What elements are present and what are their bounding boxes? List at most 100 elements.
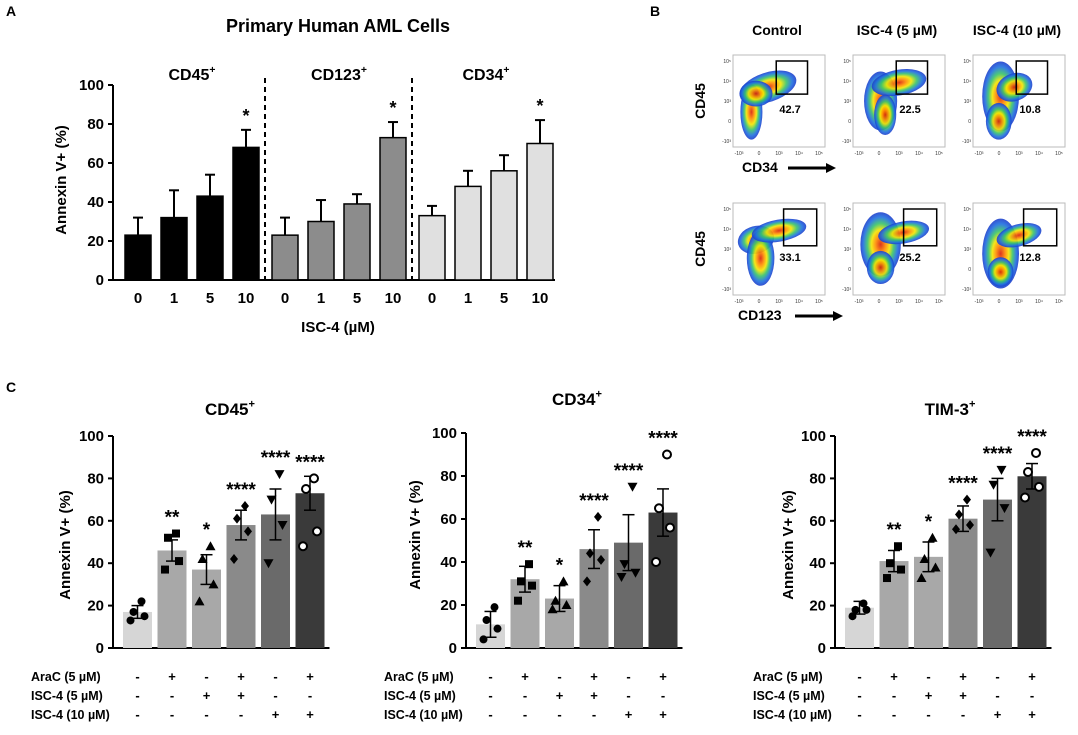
panel-c-significance: **** — [226, 480, 256, 501]
panel-c-treatment-label: ISC-4 (5 µM) — [384, 689, 456, 703]
panel-c-data-point — [627, 482, 638, 492]
panel-b-dot-plot: 10⁵ 10⁴ 10³ 0 -10³ -10³ 0 10³ 10⁴ 10⁵ 25.2 — [842, 202, 946, 305]
panel-b-density-blob — [996, 222, 1042, 248]
panel-c-treatment-mark: - — [135, 707, 139, 722]
panel-c-data-point — [528, 581, 536, 590]
panel-a-significance: * — [242, 106, 249, 126]
panel-c-data-point — [886, 559, 894, 568]
panel-c-significance: **** — [614, 461, 644, 482]
panel-a-group-title-main: CD123 — [311, 67, 361, 84]
panel-c-significance: * — [203, 520, 211, 541]
panel-b-y-tick-label: 10⁴ — [723, 227, 731, 233]
panel-b-y-tick-label: 0 — [968, 267, 971, 273]
panel-c-significance: **** — [295, 452, 325, 473]
panel-a-bar — [526, 142, 554, 281]
panel-c-treatment-mark: + — [1028, 669, 1036, 684]
panel-c-data-point — [1020, 492, 1030, 503]
panel-c-data-point — [197, 553, 208, 563]
panel-c-data-point — [851, 605, 860, 614]
panel-c-bar — [157, 550, 187, 648]
panel-b-density-blob — [751, 218, 807, 243]
panel-a-group-title-main: CD45 — [169, 67, 210, 84]
panel-c-data-point — [894, 542, 902, 551]
panel-b-dot-plot: 10⁵ 10⁴ 10³ 0 -10³ -10³ 0 10³ 10⁴ 10⁵ 10.8 — [962, 54, 1066, 157]
panel-c-data-point — [1023, 467, 1033, 478]
panel-c-treatment-mark: - — [523, 707, 527, 722]
panel-b-y-tick-label: -10³ — [962, 139, 971, 145]
panel-b-y-tick-label: 0 — [968, 119, 971, 125]
panel-c-treatment-mark: + — [959, 688, 967, 703]
panel-c-treatment-mark: + — [306, 669, 314, 684]
panel-c-title: CD45+ — [205, 398, 255, 419]
panel-c-data-point — [988, 480, 999, 490]
panel-b-dot-plot: 10⁵ 10⁴ 10³ 0 -10³ -10³ 0 10³ 10⁴ 10⁵ 12.8 — [962, 202, 1066, 305]
panel-c-y-axis-label: Annexin V+ (%) — [780, 490, 797, 600]
panel-a-y-axis-label: Annexin V+ (%) — [53, 125, 70, 235]
panel-c-y-tick-label: 100 — [79, 428, 104, 445]
panel-c-data-point — [230, 553, 238, 564]
panel-c-treatment-label: ISC-4 (5 µM) — [31, 689, 103, 703]
panel-c-data-point — [594, 511, 602, 522]
panel-c-treatment-label: ISC-4 (10 µM) — [753, 708, 832, 722]
panel-c-data-point — [161, 565, 169, 574]
panel-c-data-point — [164, 533, 172, 542]
panel-b-density — [864, 69, 927, 136]
panel-a-bar — [343, 203, 371, 281]
panel-c-data-point — [525, 560, 533, 569]
panel-c-treatment-mark: + — [994, 707, 1002, 722]
panel-c-treatment-mark: - — [488, 669, 492, 684]
panel-b-x-tick-label: -10³ — [735, 151, 744, 157]
panel-b-gate-value: 22.5 — [899, 104, 920, 116]
panel-c-treatment-mark: - — [857, 688, 861, 703]
panel-a-significance: * — [389, 98, 396, 118]
panel-c-treatment-mark: - — [488, 688, 492, 703]
panel-c-treatment-mark: - — [995, 669, 999, 684]
panel-c-treatment-mark: + — [925, 688, 933, 703]
panel-c-treatment-mark: - — [557, 707, 561, 722]
panel-c-y-tick-label: 60 — [87, 513, 104, 530]
panel-b-flow-cytometry: Control ISC-4 (5 µM) ISC-4 (10 µM)10⁵10⁴10… — [692, 22, 1066, 323]
panel-c-treatment-mark: - — [961, 707, 965, 722]
panel-b-density — [860, 212, 930, 284]
panel-b-y-tick-label: 0 — [728, 119, 731, 125]
panel-c-treatment-mark: - — [626, 688, 630, 703]
panel-a-x-tick-label: 5 — [206, 290, 214, 307]
panel-c-data-point — [665, 522, 675, 533]
panel-c-significance: **** — [579, 491, 609, 512]
panel-c-data-point — [172, 529, 180, 538]
panel-a-x-axis-label: ISC-4 (µM) — [301, 319, 375, 336]
panel-c-treatment-mark: - — [557, 669, 561, 684]
panel-c-data-point — [241, 500, 249, 511]
panel-c-treatment-mark: - — [170, 688, 174, 703]
panel-c-data-point — [996, 465, 1007, 475]
panel-c-data-point — [848, 612, 857, 621]
panel-c-data-point — [654, 503, 664, 514]
panel-a-y-tick-label: 0 — [96, 272, 104, 289]
panel-c-data-point — [263, 559, 274, 569]
panel-b-density-blob — [987, 257, 1014, 287]
panel-b-gate — [895, 60, 929, 95]
panel-a-group-title-main: CD34 — [463, 67, 504, 84]
panel-b-column-title: Control — [752, 22, 802, 38]
panel-c-data-point — [490, 603, 499, 612]
panel-c-data-point — [1031, 447, 1041, 458]
panel-c-data-point — [126, 616, 135, 625]
panel-c-data-point — [208, 579, 219, 589]
panel-c-title-sup: + — [596, 388, 602, 400]
panel-c-y-tick-label: 20 — [87, 598, 104, 615]
panel-b-y-tick-label: 10³ — [964, 247, 972, 253]
panel-c-data-point — [662, 449, 672, 460]
panel-c-significance: **** — [1017, 427, 1047, 448]
panel-b-y-tick-label: 10³ — [844, 99, 852, 105]
panel-c-y-tick-label: 40 — [809, 555, 826, 572]
panel-c-treatment-mark: + — [590, 688, 598, 703]
panel-a-bar — [454, 185, 482, 281]
panel-c-data-point — [597, 554, 605, 565]
panel-a-group-title: CD45+ — [169, 65, 216, 84]
panel-b-density-blob — [739, 80, 773, 107]
panel-c-treatment-mark: - — [592, 707, 596, 722]
panel-c-treatment-mark: - — [308, 688, 312, 703]
panel-c-data-point — [619, 560, 630, 570]
panel-c-treatment-mark: + — [659, 669, 667, 684]
panel-c-treatment-mark: - — [170, 707, 174, 722]
